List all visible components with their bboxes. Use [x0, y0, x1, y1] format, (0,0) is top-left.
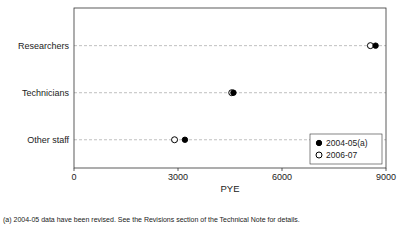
legend-marker [316, 152, 322, 158]
marks [172, 43, 379, 143]
dot [231, 90, 236, 95]
footnote: (a) 2004-05 data have been revised. See … [3, 216, 300, 224]
x-axis-label: PYE [220, 183, 239, 194]
y-tick-label: Other staff [27, 135, 69, 145]
legend-label: 2004-05(a) [326, 138, 368, 148]
dot [373, 43, 378, 48]
legend-label: 2006-07 [326, 150, 357, 160]
dot [182, 137, 187, 142]
legend-frame [310, 134, 382, 164]
x-tick [282, 168, 283, 171]
y-tick-label: Researchers [18, 41, 70, 51]
x-tick-label: 3000 [168, 172, 188, 182]
dot [172, 137, 178, 143]
x-tick [74, 168, 75, 171]
x-tick-label: 0 [71, 172, 76, 182]
plot-frame [74, 8, 386, 168]
legend-marker [316, 140, 321, 145]
x-tick-label: 9000 [376, 172, 396, 182]
x-tick-label: 6000 [272, 172, 292, 182]
x-tick [386, 168, 387, 171]
x-tick [178, 168, 179, 171]
y-tick-label: Technicians [22, 88, 70, 98]
legend: 2004-05(a) 2006-07 [310, 134, 382, 164]
grid-line [74, 45, 386, 46]
chart: 0 3000 6000 9000 PYE Researchers Technicians Ot… [0, 0, 397, 227]
